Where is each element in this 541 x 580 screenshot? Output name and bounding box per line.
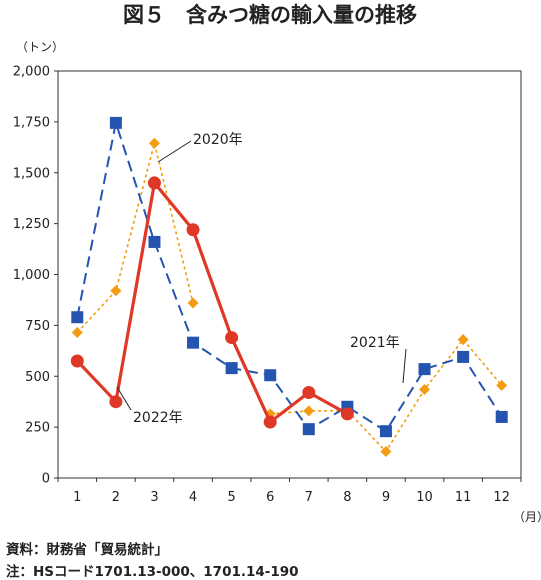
plot-frame (57, 70, 522, 479)
data-point (457, 334, 469, 346)
series-line (76, 181, 349, 424)
x-tick-label: 11 (455, 490, 472, 505)
data-point (495, 410, 508, 423)
data-point (380, 446, 392, 458)
series-line (76, 142, 194, 334)
data-point (418, 363, 431, 376)
y-tick-label: 500 (25, 370, 50, 385)
series-line (76, 121, 503, 433)
data-point (109, 395, 123, 409)
y-tick-label: 1,250 (13, 217, 50, 232)
data-point (263, 415, 277, 429)
data-point (70, 354, 84, 368)
x-tick-label: 1 (73, 490, 81, 505)
series-labels: 2020年 2021年 2022年 (116, 132, 407, 426)
data-point (264, 369, 277, 382)
data-point (340, 407, 354, 421)
y-tick-label: 1,000 (13, 268, 50, 283)
chart-title: 図５ 含みつ糖の輸入量の推移 (123, 3, 417, 27)
x-tick-label: 2 (112, 490, 120, 505)
label-leader-2020 (157, 140, 192, 163)
data-point (71, 311, 84, 324)
y-tick-label: 2,000 (13, 65, 50, 80)
remark-note: 注：HSコード1701.13-000、1701.14-190 (6, 564, 299, 580)
y-axis-unit: （トン） (16, 40, 64, 54)
source-note: 資料：財務省「貿易統計」 (6, 542, 168, 558)
data-point (302, 386, 316, 400)
x-tick-label: 6 (266, 490, 274, 505)
x-tick-label: 5 (227, 490, 235, 505)
y-axis: 0 250 500 750 1,000 1,250 1,500 1,750 2,000 (13, 65, 58, 487)
x-axis: 1 2 3 4 5 6 7 8 9 10 11 12 (57, 478, 522, 505)
chart: 図５ 含みつ糖の輸入量の推移 （トン） （月） 0 250 500 750 1,000 1… (13, 3, 541, 524)
label-2020: 2020年 (193, 132, 243, 148)
x-tick-label: 12 (493, 490, 510, 505)
x-tick-label: 10 (416, 490, 433, 505)
x-tick-label: 3 (150, 490, 158, 505)
label-2022: 2022年 (133, 410, 183, 426)
data-point (225, 362, 238, 375)
x-tick-label: 9 (382, 490, 390, 505)
data-point (225, 331, 239, 345)
data-point (457, 350, 470, 363)
data-point (187, 297, 199, 309)
data-point (147, 176, 161, 190)
series-2022年 (70, 176, 354, 429)
data-point (148, 137, 160, 149)
data-point (419, 383, 431, 395)
y-tick-label: 0 (42, 472, 50, 487)
data-point (110, 285, 122, 297)
label-2021: 2021年 (350, 335, 400, 351)
data-point (303, 405, 315, 417)
label-leader-2021 (402, 348, 407, 384)
x-tick-label: 4 (189, 490, 197, 505)
data-point (379, 425, 392, 438)
y-tick-label: 250 (25, 421, 50, 436)
y-tick-label: 1,500 (13, 166, 50, 181)
x-tick-label: 7 (305, 490, 313, 505)
data-point (302, 423, 315, 436)
data-point (148, 235, 161, 248)
label-leader-2022 (116, 386, 132, 411)
data-point (186, 223, 200, 237)
series-2021年 (71, 116, 508, 438)
series-2020年 (71, 137, 508, 458)
series-layer (70, 116, 508, 458)
data-point (71, 326, 83, 338)
data-point (187, 336, 200, 349)
y-tick-label: 1,750 (13, 115, 50, 130)
data-point (496, 379, 508, 391)
y-tick-label: 750 (25, 319, 50, 334)
x-axis-unit: （月） (513, 510, 541, 524)
data-point (109, 116, 122, 129)
x-tick-label: 8 (343, 490, 351, 505)
